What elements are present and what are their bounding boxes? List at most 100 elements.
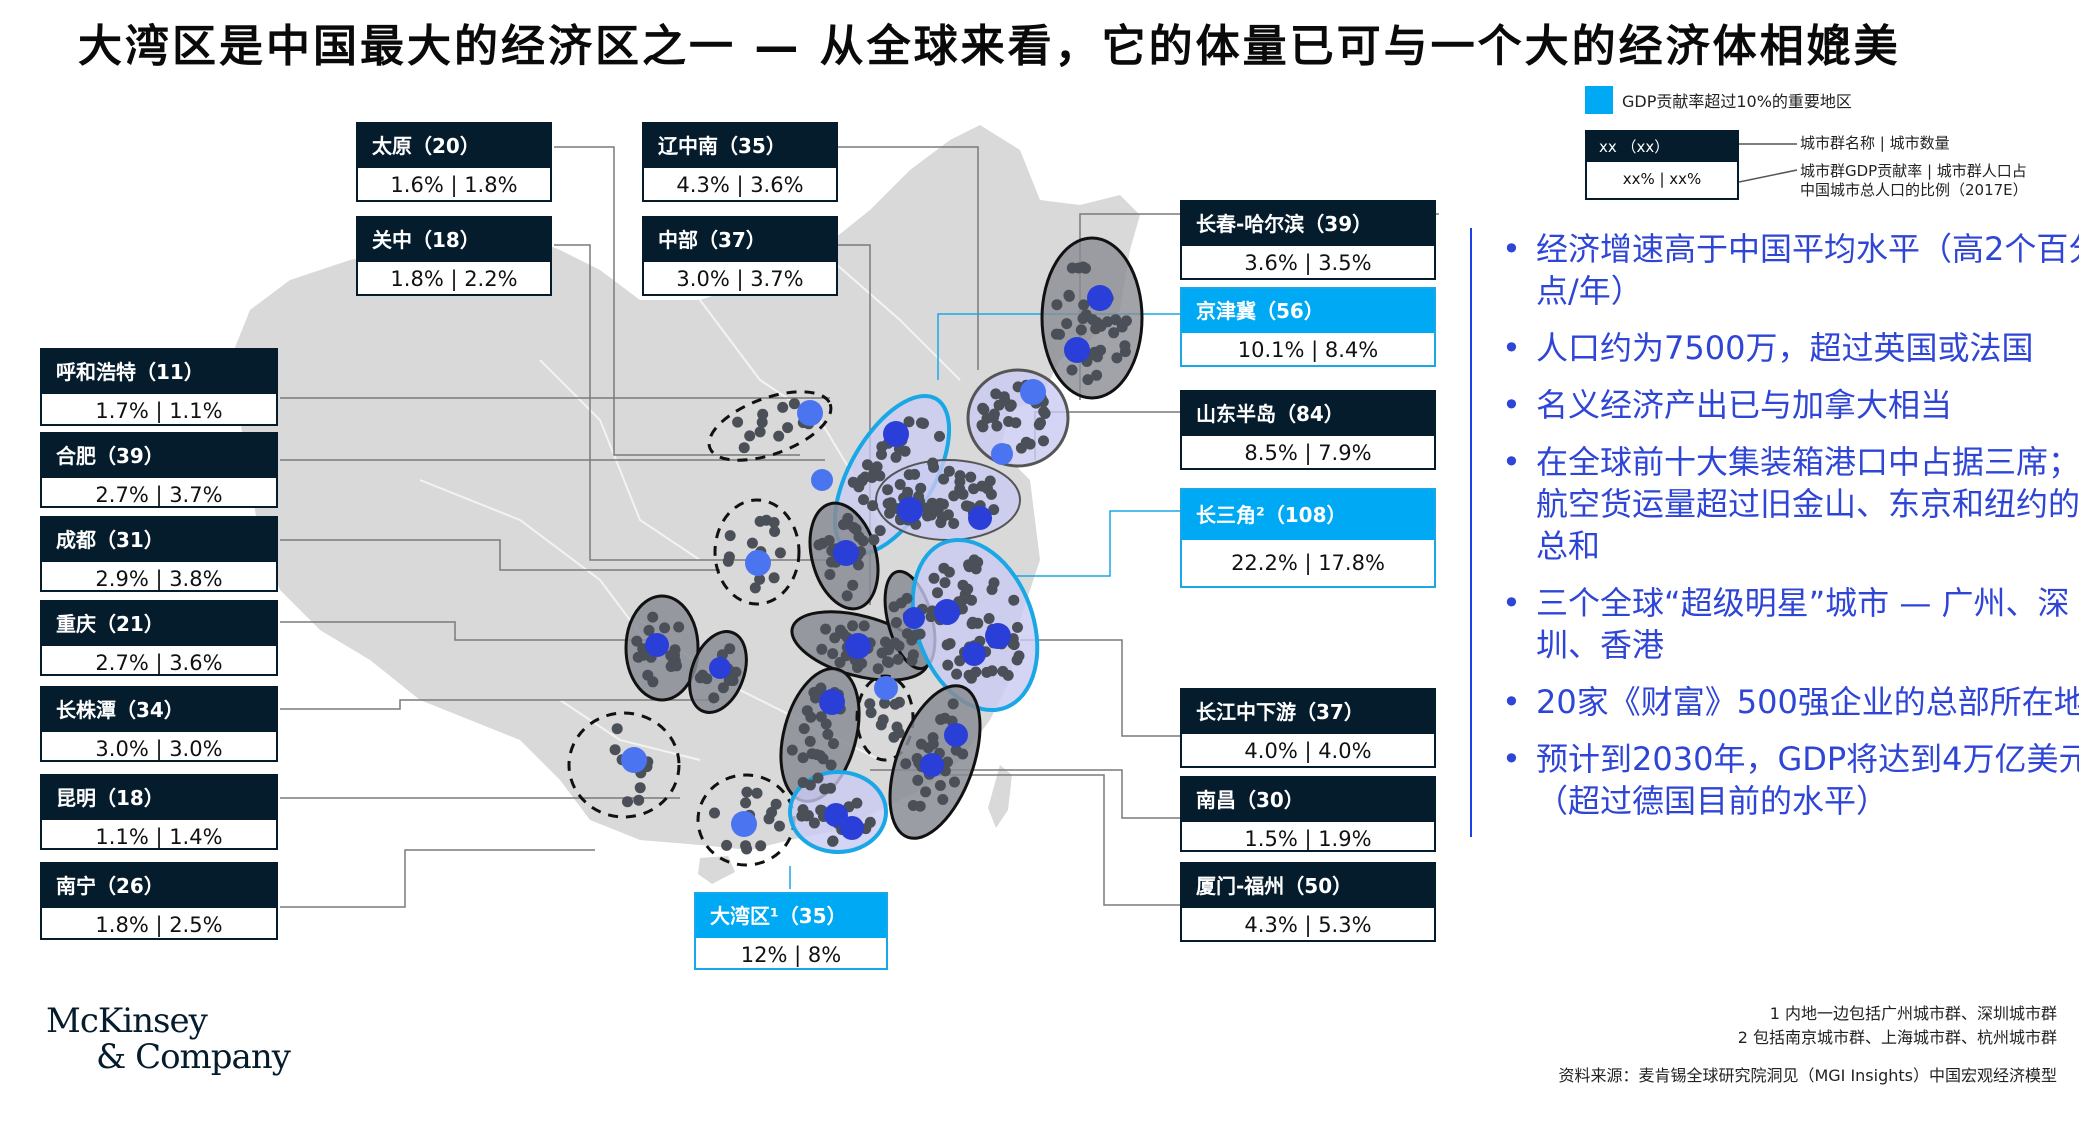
cluster-name: 辽中南（35） (644, 124, 836, 168)
city-dot (915, 482, 927, 494)
city-dot (948, 518, 960, 529)
city-dot (997, 665, 1009, 677)
key-fact-item: 人口约为7500万，超过英国或法国 (1502, 327, 2079, 369)
city-dot (770, 798, 782, 810)
city-dot (805, 711, 817, 723)
city-dot (927, 738, 939, 750)
cluster-box-changsanjiao: 长三角²（108） 22.2% | 17.8% (1180, 488, 1436, 588)
cluster-box-taiyuan: 太原（20） 1.6% | 1.8% (356, 122, 552, 202)
cluster-name: 太原（20） (358, 124, 550, 168)
city-dot (847, 620, 859, 632)
city-dot (1095, 320, 1107, 332)
city-dot (1010, 417, 1022, 429)
city-dot (903, 416, 915, 428)
city-dot (808, 817, 820, 829)
key-fact-item: 在全球前十大集装箱港口中占据三席；航空货运量超过旧金山、东京和纽约的总和 (1502, 441, 2079, 567)
city-dot (957, 748, 969, 760)
city-dot (820, 623, 832, 635)
city-dot (934, 780, 946, 791)
city-dot (960, 500, 972, 512)
city-dot (634, 782, 646, 794)
city-dot (966, 594, 977, 606)
city-dot (659, 622, 671, 634)
city-dot (709, 807, 720, 819)
city-dot (914, 800, 926, 812)
city-dot (829, 632, 841, 644)
core-city-marker (845, 633, 871, 659)
city-dot (993, 399, 1005, 411)
city-dot (1077, 313, 1089, 324)
city-dot (938, 473, 950, 485)
cluster-name: 大湾区¹（35） (696, 894, 886, 938)
city-dot (934, 430, 945, 442)
city-dot (804, 735, 816, 747)
city-dot (773, 430, 785, 442)
city-dot (819, 783, 831, 795)
city-dot (954, 655, 966, 667)
city-dot (963, 669, 975, 681)
city-dot (768, 572, 780, 584)
city-dot (842, 518, 854, 530)
city-dot (744, 430, 756, 442)
legend-key-note-value-1: 城市群GDP贡献率 | 城市群人口占 (1800, 162, 2027, 180)
cluster-value: 1.7% | 1.1% (95, 399, 223, 423)
cluster-box-changchun: 长春-哈尔滨（39） 3.6% | 3.5% (1180, 200, 1436, 280)
city-dot (892, 653, 904, 665)
city-dot (797, 752, 809, 764)
mckinsey-logo: McKinsey & Company (46, 1003, 291, 1075)
city-dot (976, 419, 988, 431)
city-dot (815, 711, 827, 723)
city-dot (925, 509, 937, 521)
city-dot (927, 457, 939, 469)
cluster-box-dawanqu: 大湾区¹（35） 12% | 8% (694, 892, 888, 970)
city-dot (798, 723, 810, 735)
city-dot (749, 582, 761, 594)
cluster-name: 合肥（39） (42, 434, 276, 478)
city-dot (631, 635, 643, 647)
city-dot (894, 479, 906, 490)
cluster-value: 22.2% | 17.8% (1231, 551, 1385, 575)
city-dot (766, 806, 778, 818)
core-city-markers (621, 285, 1113, 840)
key-fact-item: 名义经济产出已与加拿大相当 (1502, 384, 2079, 426)
city-dots (609, 261, 1132, 855)
city-dot (642, 669, 654, 681)
cluster-name: 厦门-福州（50） (1182, 864, 1434, 908)
core-city-marker (1087, 285, 1113, 311)
city-dot (988, 577, 1000, 589)
city-dot (909, 468, 921, 480)
city-dot (1075, 324, 1087, 336)
cluster-name: 长三角²（108） (1182, 490, 1434, 540)
footnote-2: 2 包括南京城市群、上海城市群、杭州城市群 (1737, 1028, 2057, 1047)
city-dot (727, 675, 739, 687)
key-facts-list: 经济增速高于中国平均水平（高2个百分点/年） 人口约为7500万，超过英国或法国… (1502, 228, 2079, 822)
city-dot (1082, 374, 1094, 386)
city-dot (966, 618, 978, 630)
city-dot (889, 637, 901, 649)
city-dot (815, 682, 827, 694)
cluster-value: 3.0% | 3.7% (676, 267, 804, 291)
cluster-name: 长春-哈尔滨（39） (1182, 202, 1434, 246)
city-dot (862, 459, 873, 471)
cluster-box-zhongbu: 中部（37） 3.0% | 3.7% (642, 216, 838, 296)
city-dot (948, 490, 960, 502)
cluster-name: 昆明（18） (42, 776, 276, 820)
cluster-name: 长江中下游（37） (1182, 690, 1434, 734)
core-city-marker (903, 607, 925, 629)
city-dot (1008, 639, 1020, 651)
city-dot (724, 530, 736, 542)
city-dot (935, 714, 947, 725)
city-dot (825, 759, 837, 771)
legend-highlight-swatch (1585, 86, 1613, 114)
city-dot (900, 758, 912, 770)
city-dot (777, 401, 789, 413)
core-city-marker (797, 400, 823, 426)
city-dot (920, 786, 932, 798)
legend-key-value: xx% | xx% (1622, 170, 1702, 188)
cluster-value: 2.7% | 3.6% (95, 651, 223, 675)
city-dot (965, 471, 977, 483)
city-dot (937, 794, 949, 805)
core-city-marker (833, 540, 859, 566)
city-dot (1110, 314, 1122, 326)
city-dot (888, 731, 900, 743)
